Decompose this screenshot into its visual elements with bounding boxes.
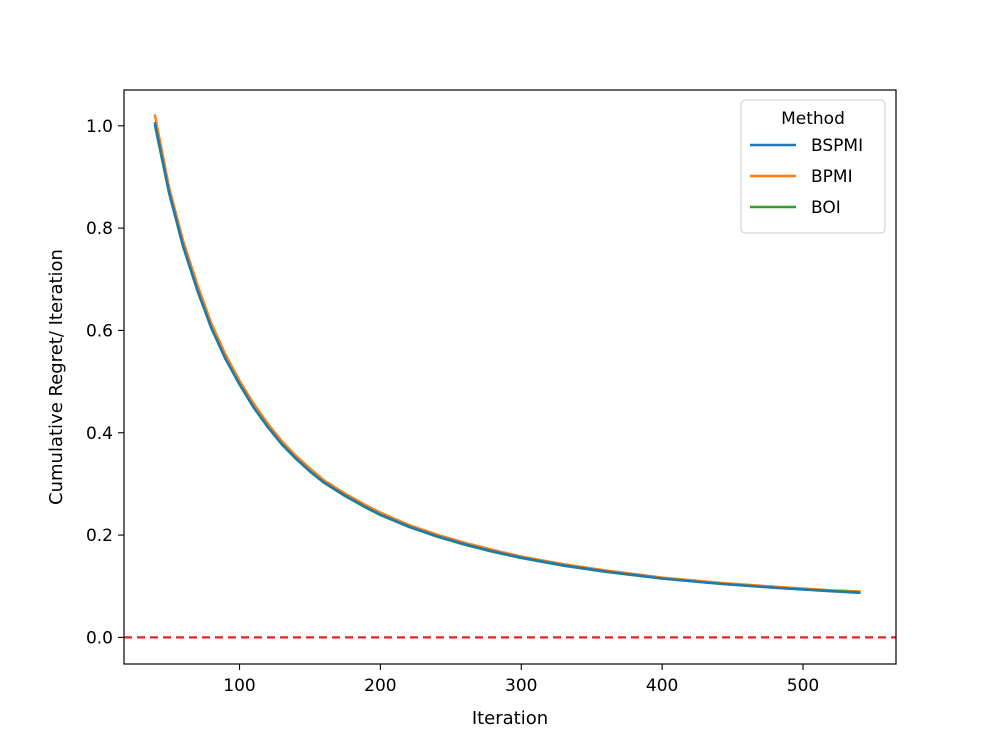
y-tick-label: 1.0 [86,117,113,137]
plot-frame [123,89,897,665]
x-tick-label: 200 [364,676,396,696]
legend-box [740,99,886,234]
legend-entries: BSPMI BPMI BOI [750,136,863,218]
x-tick-label: 400 [646,676,678,696]
legend-entry-bspmi: BSPMI [750,136,863,156]
x-tick-label: 100 [223,676,255,696]
legend-title: Method [781,109,845,129]
legend-label-boi: BOI [811,198,841,218]
x-tick-label: 300 [505,676,537,696]
plot-area [124,114,896,639]
x-tick-label: 500 [787,676,819,696]
y-tick-label: 0.6 [86,321,113,341]
y-tick-label: 0.4 [86,424,113,444]
y-tick-label: 0.8 [86,219,113,239]
y-tick-label: 0.0 [86,628,113,648]
axis-ticks: 100 200 300 400 500 0.0 0.2 0.4 0.6 0.8 1.0 [86,117,819,696]
y-tick-label: 0.2 [86,526,113,546]
legend: Method BSPMI BPMI BOI [740,99,886,234]
y-axis-label: Cumulative Regret/ Iteration [46,249,67,505]
legend-entry-bpmi: BPMI [750,167,853,187]
series-line-bspmi [153,121,861,595]
legend-label-bspmi: BSPMI [811,136,863,156]
x-axis-label: Iteration [472,708,548,729]
legend-label-bpmi: BPMI [811,167,853,187]
legend-entry-boi: BOI [750,198,841,218]
